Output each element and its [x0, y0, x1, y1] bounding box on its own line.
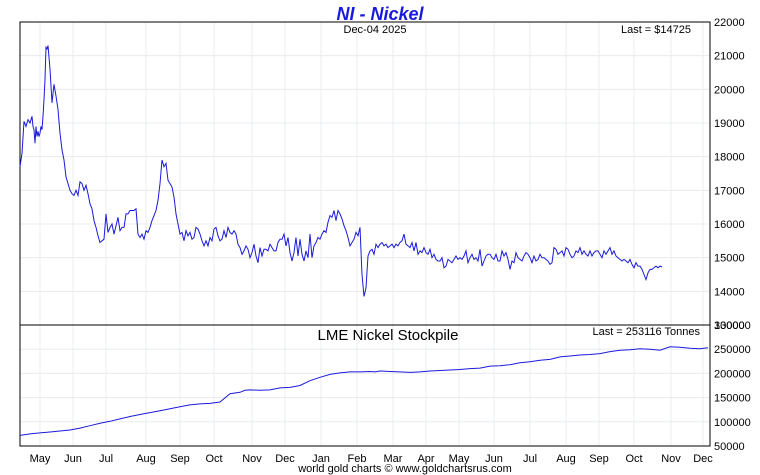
y-tick-label: 20000 [714, 84, 745, 96]
stockpile-series [19, 346, 709, 436]
x-tick-label: Sep [170, 453, 190, 465]
y-tick-label: 150000 [714, 393, 751, 405]
y-tick-label: 100000 [714, 417, 751, 429]
y-tick-label: 22000 [714, 17, 745, 29]
price-last-label: Last = $14725 [621, 24, 691, 36]
y-tick-label: 14000 [714, 286, 745, 298]
x-tick-label: Aug [556, 453, 576, 465]
y-tick-label: 50000 [714, 441, 745, 453]
x-tick-label: Nov [661, 453, 681, 465]
x-tick-label: Jul [523, 453, 537, 465]
x-tick-label: Sep [589, 453, 609, 465]
lower-plot-frame [19, 324, 711, 447]
x-tick-label: May [449, 453, 470, 465]
date-subtitle: Dec-04 2025 [344, 24, 407, 36]
x-tick-label: Mar [384, 453, 403, 465]
x-tick-label: Jun [485, 453, 503, 465]
y-tick-label: 18000 [714, 152, 745, 164]
y-tick-label: 16000 [714, 219, 745, 231]
month-x-axis: May Jun Jul Aug Sep Oct Nov Dec Jan Feb Mar Apr May J… [30, 453, 714, 465]
x-tick-label: May [30, 453, 51, 465]
nickel-price-series [19, 45, 663, 297]
y-tick-label: 13000 [714, 320, 745, 332]
lower-grid [20, 325, 710, 446]
x-tick-label: Jun [64, 453, 82, 465]
y-tick-label: 19000 [714, 118, 745, 130]
x-tick-label: Aug [136, 453, 156, 465]
upper-grid [20, 22, 710, 325]
footer-credit: world gold charts © www.goldchartsrus.co… [297, 463, 512, 475]
x-tick-label: Jul [99, 453, 113, 465]
x-tick-label: Jan [312, 453, 330, 465]
y-tick-label: 17000 [714, 185, 745, 197]
x-tick-label: Nov [242, 453, 262, 465]
y-tick-label: 200000 [714, 368, 751, 380]
x-tick-label: Dec [275, 453, 295, 465]
y-tick-label: 300000 [714, 320, 751, 332]
price-y-axis: 13000 14000 15000 16000 17000 18000 19000 20000… [714, 17, 745, 332]
chart-title: NI - Nickel [336, 4, 424, 24]
upper-plot-frame [19, 21, 711, 326]
x-tick-label: Oct [205, 453, 222, 465]
x-tick-label: Dec [693, 453, 713, 465]
x-tick-label: Feb [348, 453, 367, 465]
y-tick-label: 15000 [714, 253, 745, 265]
x-tick-label: Oct [625, 453, 642, 465]
y-tick-label: 21000 [714, 51, 745, 63]
y-tick-label: 250000 [714, 344, 751, 356]
stockpile-title: LME Nickel Stockpile [318, 327, 459, 344]
stockpile-y-axis: 50000 100000 150000 200000 250000 300000 [714, 320, 751, 453]
x-tick-label: Apr [417, 453, 434, 465]
stockpile-last-label: Last = 253116 Tonnes [592, 326, 700, 338]
